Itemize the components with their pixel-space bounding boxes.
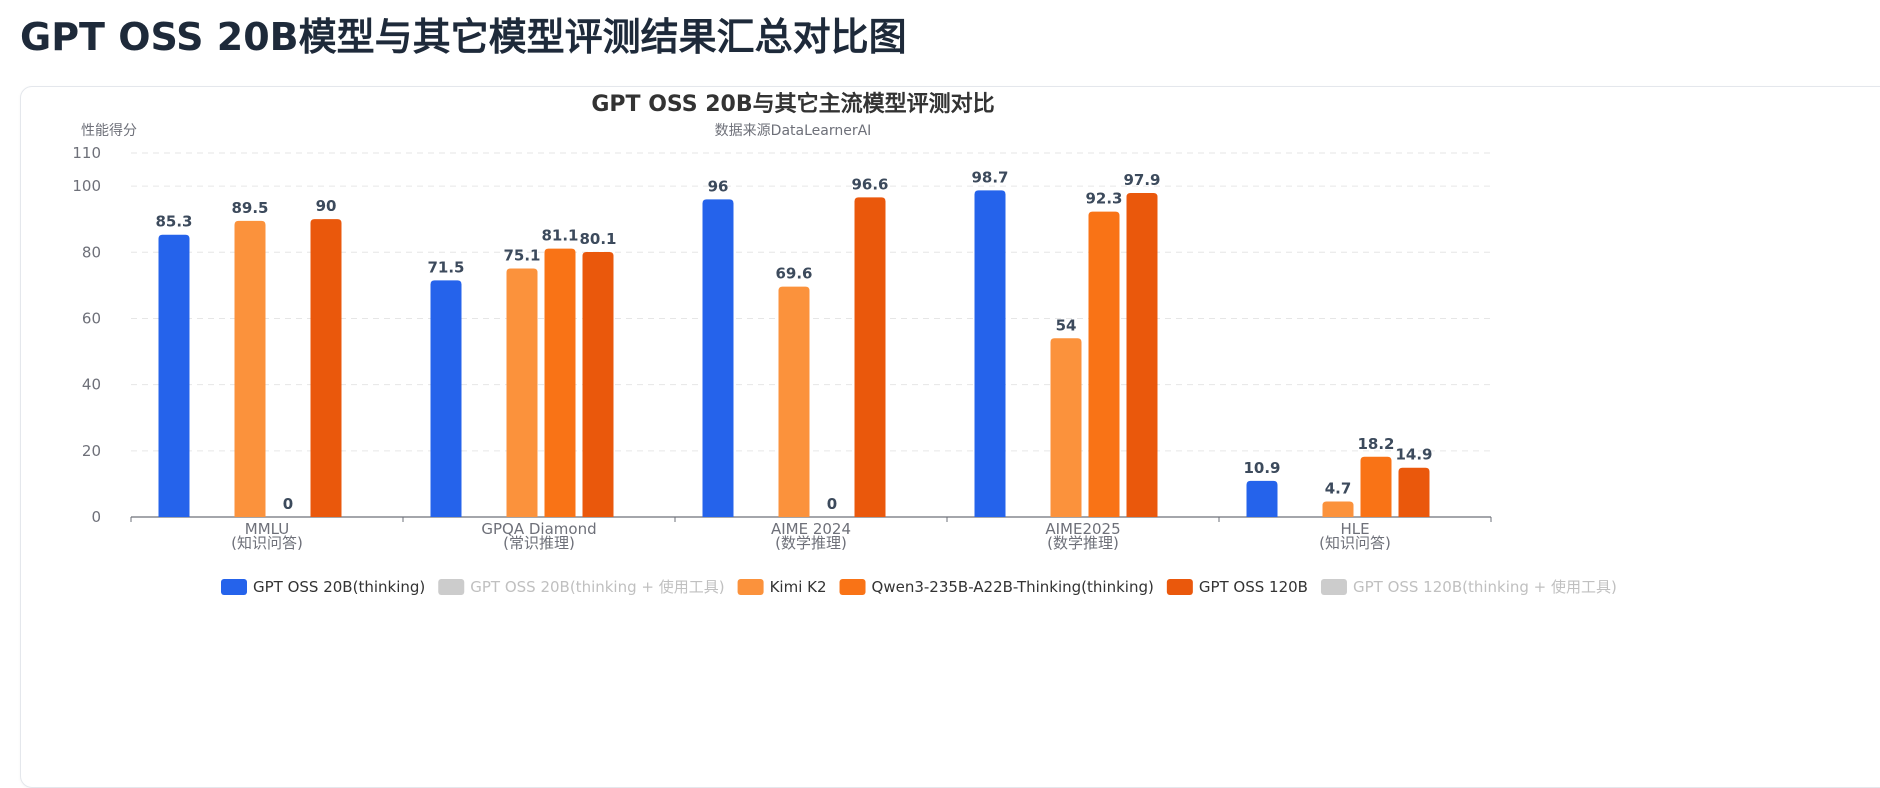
legend-swatch — [737, 579, 764, 595]
x-tick-sublabel: (知识问答) — [231, 534, 303, 552]
data-label: 69.6 — [775, 265, 812, 283]
y-tick-label: 40 — [82, 376, 101, 394]
bar — [778, 286, 810, 517]
x-tick-sublabel: (常识推理) — [503, 534, 575, 552]
bar — [430, 280, 462, 517]
bar — [1322, 501, 1354, 517]
bar — [974, 190, 1006, 517]
bar — [1126, 193, 1158, 517]
y-tick-label: 20 — [82, 442, 101, 460]
bar — [1050, 338, 1082, 517]
chart-title: GPT OSS 20B与其它主流模型评测对比 — [591, 91, 994, 117]
bar — [702, 199, 734, 517]
bar — [1246, 480, 1278, 517]
bar — [1398, 467, 1430, 517]
x-tick-sublabel: (数学推理) — [1047, 534, 1119, 552]
x-tick-label: HLE — [1340, 520, 1369, 538]
bar — [310, 219, 342, 517]
legend-label: GPT OSS 20B(thinking + 使用工具) — [470, 578, 724, 596]
data-label: 0 — [827, 495, 837, 513]
data-label: 18.2 — [1357, 435, 1394, 453]
bar — [582, 251, 614, 517]
x-tick-sublabel: (数学推理) — [775, 534, 847, 552]
x-tick-label: AIME2025 — [1045, 520, 1120, 538]
page-title: GPT OSS 20B模型与其它模型评测结果汇总对比图 — [20, 15, 907, 59]
data-label: 75.1 — [503, 246, 540, 264]
data-label: 54 — [1056, 316, 1077, 334]
bar — [1360, 456, 1392, 517]
x-tick-label: GPQA Diamond — [481, 520, 596, 538]
data-label: 71.5 — [427, 258, 464, 276]
bar — [158, 234, 190, 517]
y-tick-label: 80 — [82, 243, 101, 261]
chart-subtitle: 数据来源DataLearnerAI — [715, 123, 872, 139]
data-label: 96.6 — [851, 175, 888, 193]
data-label: 98.7 — [971, 168, 1008, 186]
legend-swatch — [839, 579, 866, 595]
data-label: 96 — [708, 177, 729, 195]
data-label: 4.7 — [1325, 479, 1352, 497]
bar — [854, 197, 886, 517]
data-label: 14.9 — [1395, 446, 1432, 464]
legend-swatch — [1320, 579, 1347, 595]
data-label: 97.9 — [1123, 171, 1160, 189]
x-tick-label: MMLU — [245, 520, 289, 538]
data-label: 10.9 — [1243, 459, 1280, 477]
y-tick-label: 100 — [72, 177, 101, 195]
legend-label: GPT OSS 20B(thinking) — [253, 578, 425, 596]
legend-label: Qwen3-235B-A22B-Thinking(thinking) — [872, 578, 1154, 596]
y-axis-label: 性能得分 — [81, 122, 137, 139]
legend-swatch — [438, 579, 465, 595]
x-tick-sublabel: (知识问答) — [1319, 534, 1391, 552]
bar — [544, 248, 576, 517]
data-label: 85.3 — [155, 213, 192, 231]
data-label: 80.1 — [579, 230, 616, 248]
x-tick-label: AIME 2024 — [771, 520, 851, 538]
y-tick-label: 0 — [91, 508, 101, 526]
legend-swatch — [1166, 579, 1193, 595]
legend-label: GPT OSS 120B — [1199, 578, 1308, 596]
legend-label: GPT OSS 120B(thinking + 使用工具) — [1353, 578, 1617, 596]
y-tick-label: 110 — [72, 144, 101, 162]
bar — [234, 220, 266, 517]
bar — [1088, 211, 1120, 517]
data-label: 90 — [316, 197, 337, 215]
legend-swatch — [221, 579, 247, 595]
y-tick-label: 60 — [82, 309, 101, 327]
legend-label: Kimi K2 — [770, 578, 827, 596]
data-label: 89.5 — [231, 199, 268, 217]
bar — [506, 268, 538, 517]
chart-card: GPT OSS 20B与其它主流模型评测对比数据来源DataLearnerAI 性… — [20, 86, 1880, 788]
data-label: 81.1 — [541, 227, 578, 245]
data-label: 0 — [283, 495, 293, 513]
data-label: 92.3 — [1085, 190, 1122, 208]
